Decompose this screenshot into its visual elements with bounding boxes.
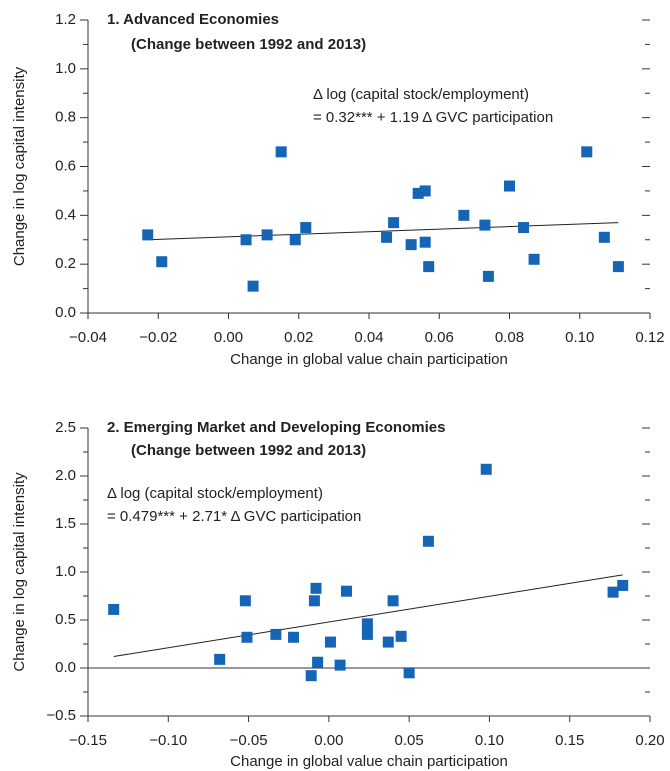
annotation: Δ log (capital stock/employment): [107, 485, 323, 502]
point: [240, 234, 252, 246]
x-tick-label: −0.10: [149, 732, 187, 749]
fit-line: [113, 574, 623, 657]
point: [607, 586, 619, 598]
x-tick-label: −0.05: [230, 732, 268, 749]
point: [288, 631, 300, 643]
y-tick-label: 1.5: [55, 515, 76, 532]
chart-title: 2. Emerging Market and Developing Econom…: [107, 419, 445, 436]
annotation: = 0.479*** + 2.71* Δ GVC participation: [107, 508, 361, 525]
annotation: = 0.32*** + 1.19 Δ GVC participation: [313, 109, 553, 126]
x-tick-label: 0.15: [555, 732, 584, 749]
x-axis-title: Change in global value chain participati…: [230, 351, 508, 368]
point: [412, 187, 424, 199]
x-tick-label: 0.10: [565, 329, 594, 346]
point: [598, 231, 610, 243]
y-tick-label: 0.5: [55, 611, 76, 628]
point: [300, 222, 312, 234]
y-tick-label: −0.5: [46, 707, 76, 724]
x-tick-label: 0.05: [395, 732, 424, 749]
point: [108, 603, 120, 615]
y-tick-label: 0.0: [55, 304, 76, 321]
point: [458, 209, 470, 221]
point: [388, 217, 400, 229]
point: [617, 579, 629, 591]
point: [239, 595, 251, 607]
y-tick-label: 1.2: [55, 11, 76, 28]
point: [341, 585, 353, 597]
point: [214, 653, 226, 665]
point: [324, 636, 336, 648]
y-tick-label: 0.6: [55, 157, 76, 174]
point: [403, 667, 415, 679]
point: [422, 535, 434, 547]
point: [308, 595, 320, 607]
point: [275, 146, 287, 158]
y-axis-title: Change in log capital intensity: [11, 472, 28, 672]
x-tick-label: 0.20: [635, 732, 664, 749]
point: [405, 239, 417, 251]
x-axis-title: Change in global value chain participati…: [230, 753, 508, 770]
x-tick-label: 0.00: [214, 329, 243, 346]
point: [423, 261, 435, 273]
chart-title: 1. Advanced Economies: [107, 11, 279, 28]
point: [382, 636, 394, 648]
point: [612, 261, 624, 273]
y-tick-label: 0.8: [55, 109, 76, 126]
point: [395, 630, 407, 642]
y-tick-label: 0.2: [55, 255, 76, 272]
x-tick-label: 0.08: [495, 329, 524, 346]
point: [518, 222, 530, 234]
x-tick-label: 0.00: [314, 732, 343, 749]
point: [142, 229, 154, 241]
point: [480, 463, 492, 475]
point: [419, 185, 431, 197]
point: [528, 253, 540, 265]
point: [270, 628, 282, 640]
y-axis-title: Change in log capital intensity: [11, 66, 28, 266]
point: [581, 146, 593, 158]
x-tick-label: 0.02: [284, 329, 313, 346]
point: [361, 628, 373, 640]
x-tick-label: 0.12: [635, 329, 664, 346]
point: [361, 618, 373, 630]
point: [289, 234, 301, 246]
y-tick-label: 1.0: [55, 60, 76, 77]
x-tick-label: 0.06: [425, 329, 454, 346]
x-tick-label: 0.04: [354, 329, 383, 346]
point: [419, 236, 431, 248]
y-tick-label: 0.4: [55, 206, 76, 223]
y-tick-label: 2.0: [55, 467, 76, 484]
x-tick-label: −0.04: [69, 329, 107, 346]
point: [479, 219, 491, 231]
annotation: Δ log (capital stock/employment): [313, 86, 529, 103]
y-tick-label: 2.5: [55, 419, 76, 436]
x-tick-label: −0.02: [139, 329, 177, 346]
chart-subtitle: (Change between 1992 and 2013): [131, 36, 366, 53]
point: [310, 582, 322, 594]
point: [247, 280, 259, 292]
point: [381, 231, 393, 243]
fit-line: [147, 222, 619, 241]
point: [261, 229, 273, 241]
x-tick-label: 0.10: [475, 732, 504, 749]
point: [241, 631, 253, 643]
point: [387, 595, 399, 607]
point: [305, 670, 317, 682]
chart-subtitle: (Change between 1992 and 2013): [131, 442, 366, 459]
point: [482, 270, 494, 282]
point: [156, 256, 168, 268]
point: [504, 180, 515, 192]
x-tick-label: −0.15: [69, 732, 107, 749]
y-tick-label: 0.0: [55, 659, 76, 676]
point: [334, 659, 346, 671]
point: [312, 656, 324, 668]
y-tick-label: 1.0: [55, 563, 76, 580]
